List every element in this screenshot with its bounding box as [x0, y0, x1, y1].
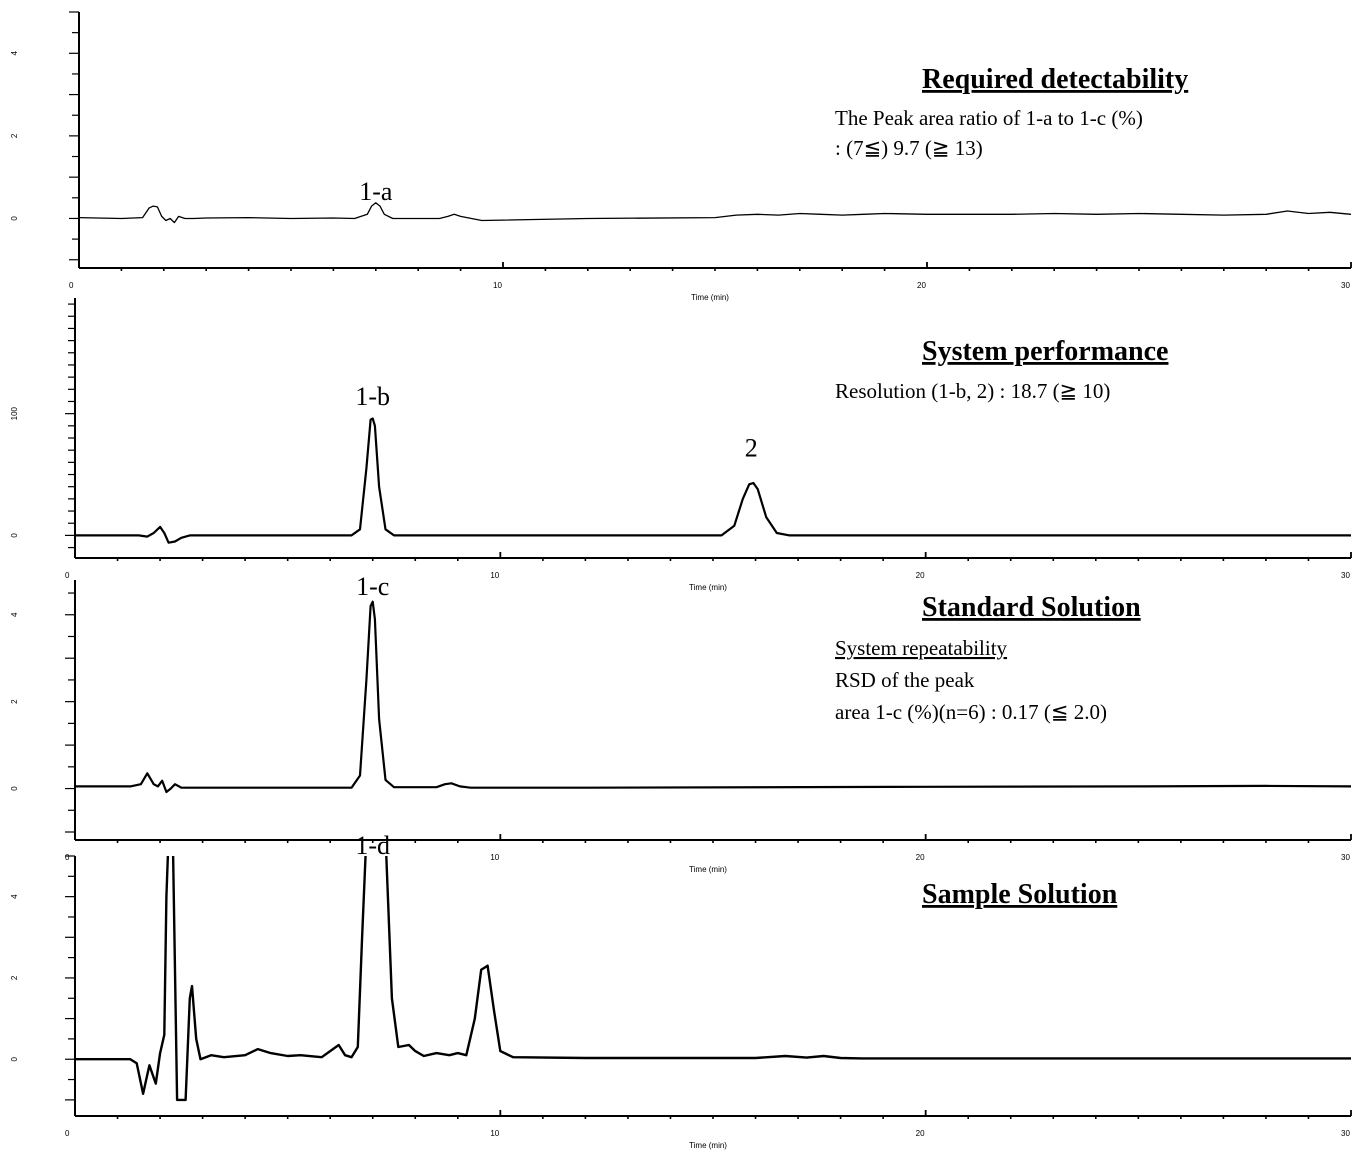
y-tick-label: 2 — [10, 699, 19, 704]
x-tick-label: 10 — [490, 1129, 499, 1138]
x-tick-label: 0 — [65, 1129, 70, 1138]
x-tick-label: 10 — [493, 281, 502, 290]
x-tick-label: 20 — [916, 571, 925, 580]
panel-title: Sample Solution — [922, 879, 1118, 910]
y-tick-label: 2 — [10, 133, 19, 138]
peak-label: 1-c — [356, 572, 389, 601]
x-tick-label: 0 — [65, 853, 70, 862]
panel-title: Required detectability — [922, 64, 1188, 95]
chromatogram-panel-4: 0 10 20 30 Time (min) 0 2 4 1-d Sample Solution — [10, 831, 1352, 1150]
chromatogram-trace — [75, 417, 1351, 544]
x-tick-label: 30 — [1341, 1129, 1350, 1138]
peak-label: 1-a — [359, 177, 393, 206]
x-tick-label: 20 — [916, 1129, 925, 1138]
criteria-text: RSD of the peak — [835, 668, 975, 692]
x-tick-label: 0 — [69, 281, 74, 290]
x-tick-label: 20 — [916, 853, 925, 862]
peak-label: 1-b — [355, 382, 390, 411]
criteria-text: Resolution (1-b, 2) : 18.7 (≧ 10) — [835, 379, 1110, 403]
criteria-text: : (7≦) 9.7 (≧ 13) — [835, 136, 983, 160]
y-tick-label: 4 — [10, 51, 19, 56]
y-tick-label: 0 — [10, 1056, 19, 1061]
criteria-heading: System repeatability — [835, 636, 1008, 660]
panel-title: System performance — [922, 336, 1168, 367]
chromatogram-panel-1: 0 10 20 30 Time (min) 0 2 4 1-a Required detectab… — [10, 11, 1352, 302]
y-tick-label: 0 — [10, 786, 19, 791]
x-axis-label: Time (min) — [689, 865, 727, 874]
y-tick-label: 4 — [10, 894, 19, 899]
criteria-text: The Peak area ratio of 1-a to 1-c (%) — [835, 106, 1143, 130]
x-axis-label: Time (min) — [691, 293, 729, 302]
x-tick-label: 30 — [1341, 571, 1350, 580]
chromatogram-panel-2: 0 10 20 30 Time (min) 0 100 1-b 2 System performa… — [10, 298, 1352, 592]
x-axis-label: Time (min) — [689, 1141, 727, 1150]
y-tick-label: 0 — [10, 533, 19, 538]
y-tick-label: 4 — [10, 612, 19, 617]
criteria-text: area 1-c (%)(n=6) : 0.17 (≦ 2.0) — [835, 700, 1107, 724]
x-tick-label: 30 — [1341, 853, 1350, 862]
chromatogram-trace — [79, 202, 1352, 224]
x-axis-label: Time (min) — [689, 583, 727, 592]
y-tick-label: 100 — [10, 406, 19, 420]
x-tick-label: 10 — [490, 571, 499, 580]
y-tick-label: 2 — [10, 975, 19, 980]
chromatogram-trace — [75, 856, 1351, 1102]
x-tick-label: 20 — [917, 281, 926, 290]
peak-label: 1-d — [355, 831, 390, 860]
chromatogram-panel-3: 0 10 20 30 Time (min) 0 2 4 1-c Standard Solution… — [10, 572, 1352, 874]
x-tick-label: 30 — [1341, 281, 1350, 290]
x-tick-label: 0 — [65, 571, 70, 580]
panel-title: Standard Solution — [922, 592, 1141, 623]
chromatogram-trace — [75, 600, 1352, 794]
x-tick-label: 10 — [490, 853, 499, 862]
y-tick-label: 0 — [10, 216, 19, 221]
peak-label: 2 — [745, 433, 758, 462]
